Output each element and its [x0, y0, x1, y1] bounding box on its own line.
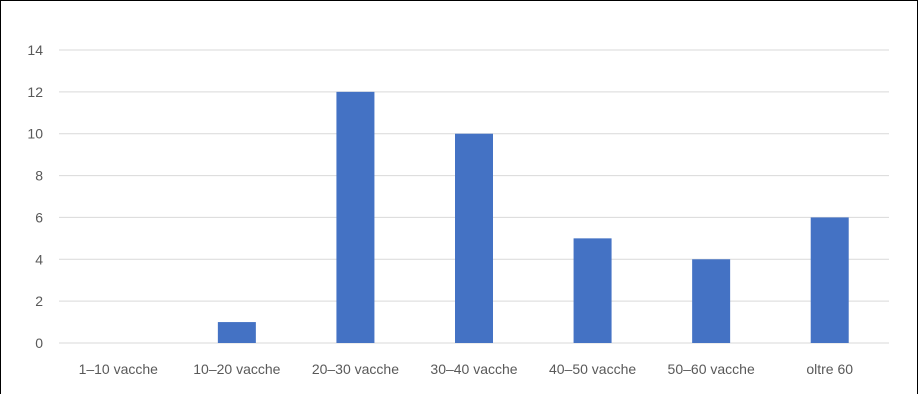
- bar-3: [336, 91, 375, 343]
- y-tick-label: 0: [35, 335, 43, 351]
- x-tick-label: 20–30 vacche: [312, 361, 399, 377]
- x-tick-label: 50–60 vacche: [668, 361, 755, 377]
- bar-2: [217, 322, 256, 343]
- bar-6: [692, 259, 731, 343]
- bar-4: [455, 133, 493, 343]
- bar-5: [573, 238, 612, 343]
- y-tick-label: 2: [35, 293, 43, 309]
- y-tick-label: 10: [27, 126, 43, 142]
- y-tick-label: 6: [35, 209, 43, 225]
- y-tick-label: 14: [27, 42, 43, 58]
- x-tick-label: oltre 60: [806, 361, 853, 377]
- bar-7: [810, 217, 849, 343]
- x-tick-label: 30–40 vacche: [430, 361, 517, 377]
- y-tick-label: 12: [27, 84, 43, 100]
- x-tick-label: 10–20 vacche: [193, 361, 280, 377]
- bars: [217, 91, 849, 343]
- x-tick-label: 40–50 vacche: [549, 361, 636, 377]
- y-tick-label: 8: [35, 168, 43, 184]
- x-axis-tick-labels: 1–10 vacche 10–20 vacche 20–30 vacche 30–40…: [79, 361, 854, 377]
- y-axis-tick-labels: 0 2 4 6 8 10 12 14: [27, 42, 43, 351]
- y-tick-label: 4: [35, 251, 43, 267]
- x-tick-label: 1–10 vacche: [79, 361, 159, 377]
